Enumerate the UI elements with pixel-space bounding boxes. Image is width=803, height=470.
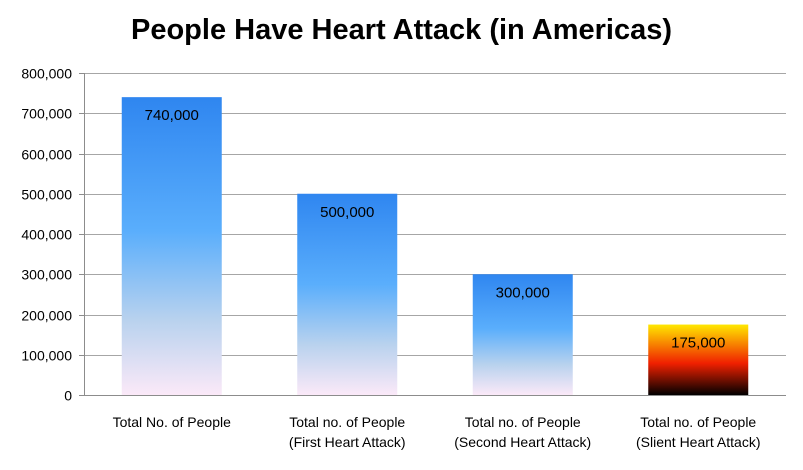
data-label: 175,000 bbox=[671, 335, 725, 352]
y-tick-label: 600,000 bbox=[21, 147, 72, 163]
data-label: 740,000 bbox=[145, 107, 199, 124]
bars bbox=[121, 97, 749, 396]
bar bbox=[297, 193, 398, 395]
category-label: (First Heart Attack) bbox=[289, 434, 406, 450]
bar bbox=[648, 324, 749, 395]
category-label: Total no. of People bbox=[465, 414, 581, 430]
category-label: (Slient Heart Attack) bbox=[636, 434, 761, 450]
category-label: Total No. of People bbox=[113, 414, 232, 430]
y-tick-label: 800,000 bbox=[21, 66, 72, 82]
y-tick-label: 300,000 bbox=[21, 267, 72, 283]
y-tick-label: 200,000 bbox=[21, 308, 72, 324]
bar bbox=[121, 97, 222, 396]
axes bbox=[79, 73, 786, 396]
labels: 0 100,000 200,000 300,000 400,000 500,000 600,… bbox=[21, 66, 760, 451]
y-tick-label: 400,000 bbox=[21, 227, 72, 243]
y-tick-label: 700,000 bbox=[21, 106, 72, 122]
category-label: Total no. of People bbox=[289, 414, 405, 430]
chart-title: People Have Heart Attack (in Americas) bbox=[130, 14, 672, 46]
category-label: Total no. of People bbox=[640, 414, 756, 430]
data-label: 300,000 bbox=[496, 284, 550, 301]
y-tick-label: 100,000 bbox=[21, 348, 72, 364]
bar bbox=[472, 274, 573, 395]
y-tick-label: 500,000 bbox=[21, 187, 72, 203]
data-label: 500,000 bbox=[320, 204, 374, 221]
y-tick-label: 0 bbox=[64, 388, 72, 404]
category-label: (Second Heart Attack) bbox=[454, 434, 591, 450]
